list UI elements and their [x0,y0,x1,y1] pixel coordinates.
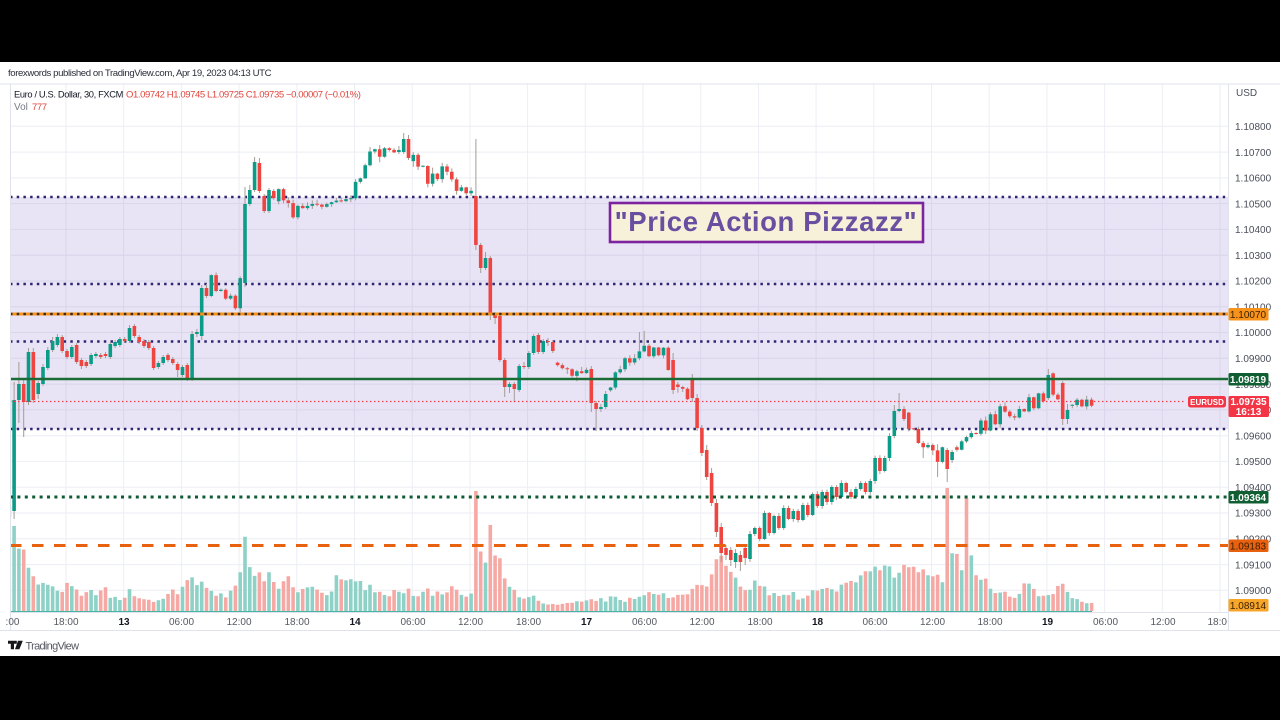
svg-text:12:00: 12:00 [458,617,483,628]
svg-text:1.09500: 1.09500 [1235,457,1272,468]
svg-text:06:00: 06:00 [400,617,425,628]
svg-text:19: 19 [1042,617,1054,628]
svg-text:1.10500: 1.10500 [1235,199,1272,210]
svg-text:"Price Action Pizzazz": "Price Action Pizzazz" [615,206,918,237]
svg-text:1.09900: 1.09900 [1235,354,1272,365]
svg-text::00: :00 [6,617,20,628]
svg-text:18:00: 18:00 [284,617,309,628]
svg-text:18:00: 18:00 [53,617,78,628]
svg-text:1.10600: 1.10600 [1235,174,1272,185]
svg-text:1.10400: 1.10400 [1235,225,1272,236]
svg-text:TradingView: TradingView [26,641,80,653]
svg-text:06:00: 06:00 [862,617,887,628]
svg-text:forexwords published on Tradin: forexwords published on TradingView.com,… [8,68,272,79]
svg-text:1.09300: 1.09300 [1235,509,1272,520]
svg-text:18:00: 18:00 [977,617,1002,628]
svg-text:777: 777 [32,102,47,113]
svg-text:18:00: 18:00 [747,617,772,628]
svg-text:12:00: 12:00 [1150,617,1175,628]
svg-text:1.09600: 1.09600 [1235,431,1272,442]
svg-text:17: 17 [581,617,593,628]
svg-text:12:00: 12:00 [226,617,251,628]
svg-text:Vol: Vol [14,102,28,113]
svg-text:EURUSD: EURUSD [1190,398,1224,407]
svg-text:1.10000: 1.10000 [1235,328,1272,339]
svg-text:1.10700: 1.10700 [1235,148,1272,159]
svg-text:06:00: 06:00 [1093,617,1118,628]
svg-text:18: 18 [812,617,824,628]
svg-text:06:00: 06:00 [169,617,194,628]
svg-text:18:00: 18:00 [1207,617,1232,628]
svg-text:12:00: 12:00 [689,617,714,628]
svg-text:13: 13 [118,617,130,628]
svg-text:1.10300: 1.10300 [1235,251,1272,262]
svg-text:1.10200: 1.10200 [1235,277,1272,288]
svg-text:06:00: 06:00 [632,617,657,628]
svg-text:1.09735: 1.09735 [1230,397,1267,408]
svg-text:1.10070: 1.10070 [1230,310,1267,321]
svg-text:1.09400: 1.09400 [1235,483,1272,494]
svg-text:1.09000: 1.09000 [1235,586,1272,597]
svg-text:1.09100: 1.09100 [1235,560,1272,571]
svg-text:Euro / U.S. Dollar, 30, FXCM: Euro / U.S. Dollar, 30, FXCM [14,90,123,100]
svg-text:12:00: 12:00 [920,617,945,628]
svg-text:16:13: 16:13 [1236,407,1262,418]
svg-text:1.09819: 1.09819 [1230,375,1267,386]
svg-text:18:00: 18:00 [516,617,541,628]
svg-text:O1.09742 H1.09745 L1.09725: O1.09742 H1.09745 L1.09725 C1.09735 −0.0… [126,90,361,101]
svg-text:1.10800: 1.10800 [1235,122,1272,133]
svg-text:1.08914: 1.08914 [1230,601,1267,612]
svg-text:USD: USD [1236,88,1257,99]
svg-text:14: 14 [349,617,361,628]
svg-text:1.09364: 1.09364 [1230,493,1267,504]
svg-text:1.09183: 1.09183 [1230,541,1267,552]
